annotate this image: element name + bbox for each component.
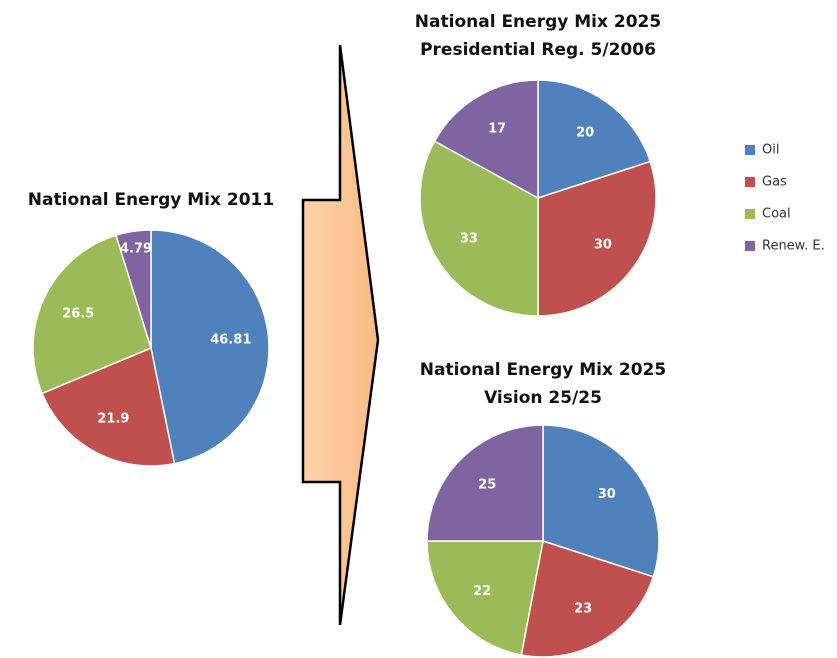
pie-slice [542, 424, 660, 578]
arrow [301, 44, 380, 626]
legend-swatch [745, 241, 755, 251]
legend-label: Gas [762, 175, 787, 190]
data-label: 20 [576, 126, 594, 141]
pie-slice [426, 540, 544, 656]
legend-label: Renew. E. [762, 239, 825, 254]
data-label: 23 [574, 601, 592, 616]
pie-slice [115, 229, 152, 349]
pie-slice [433, 79, 539, 200]
legend-swatch [745, 209, 755, 219]
data-label: 26.5 [62, 307, 94, 322]
data-label: 30 [598, 487, 616, 502]
pie-slice [419, 140, 539, 317]
pie-slice [32, 234, 152, 395]
data-label: 17 [488, 121, 506, 136]
legend-label: Oil [762, 143, 779, 158]
legend-swatch [745, 177, 755, 187]
chart-title: National Energy Mix 2011 [28, 190, 274, 210]
pie-slice [150, 229, 270, 465]
pie-slice [426, 424, 544, 542]
data-label: 46.81 [210, 332, 251, 347]
data-label: 33 [460, 231, 478, 246]
data-label: 30 [594, 238, 612, 253]
legend-label: Coal [762, 207, 791, 222]
chart-title: National Energy Mix 2025 [420, 360, 666, 380]
data-label: 25 [478, 478, 496, 493]
data-label: 22 [473, 584, 491, 599]
data-label: 21.9 [97, 411, 129, 426]
chart-subtitle: Presidential Reg. 5/2006 [420, 40, 656, 60]
pie-slice [41, 346, 176, 467]
data-label: 4.79 [120, 241, 152, 256]
legend-swatch [745, 145, 755, 155]
pie-slice [537, 160, 657, 317]
chart-subtitle: Vision 25/25 [484, 388, 602, 408]
pie-slice [520, 540, 655, 658]
chart-title: National Energy Mix 2025 [415, 12, 661, 32]
pie-slice [537, 79, 652, 200]
